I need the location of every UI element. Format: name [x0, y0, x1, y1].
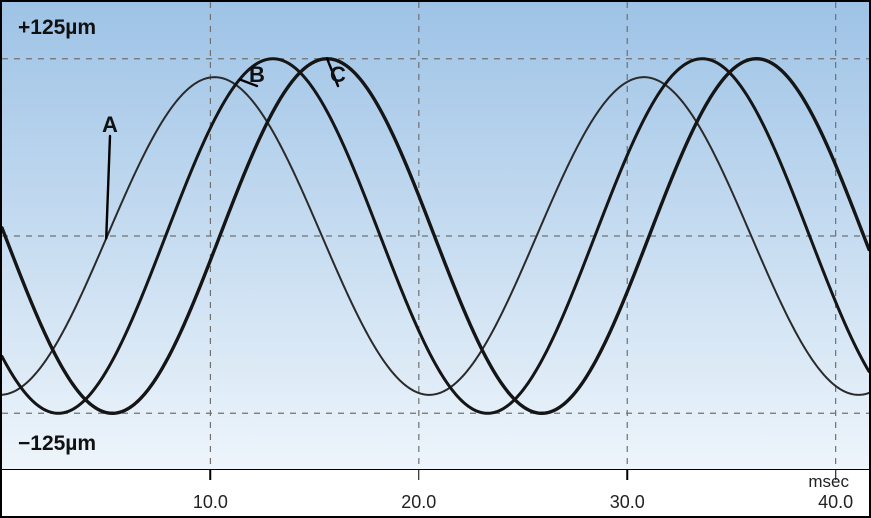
- x-tick-label: 20.0: [401, 492, 436, 513]
- x-tick: [210, 470, 212, 480]
- x-tick: [626, 470, 628, 480]
- x-tick-label: 40.0: [818, 492, 853, 513]
- y-bottom-label: −125µm: [18, 432, 96, 456]
- x-tick: [418, 470, 420, 480]
- x-tick-label: 30.0: [610, 492, 645, 513]
- chart-frame: +125µm −125µm A B C msec 10.0 20.0 30.0 40.…: [0, 0, 871, 518]
- plot-svg: [2, 2, 869, 470]
- y-top-label: +125µm: [18, 16, 96, 40]
- series-label-A: A: [102, 112, 118, 138]
- plot-area: +125µm −125µm A B C: [2, 2, 869, 470]
- series-label-B: B: [249, 62, 265, 88]
- x-axis-unit: msec: [808, 472, 849, 492]
- x-axis-area: msec 10.0 20.0 30.0 40.0: [2, 469, 869, 516]
- series-label-C: C: [330, 62, 346, 88]
- x-tick-label: 10.0: [193, 492, 228, 513]
- x-tick: [835, 470, 837, 480]
